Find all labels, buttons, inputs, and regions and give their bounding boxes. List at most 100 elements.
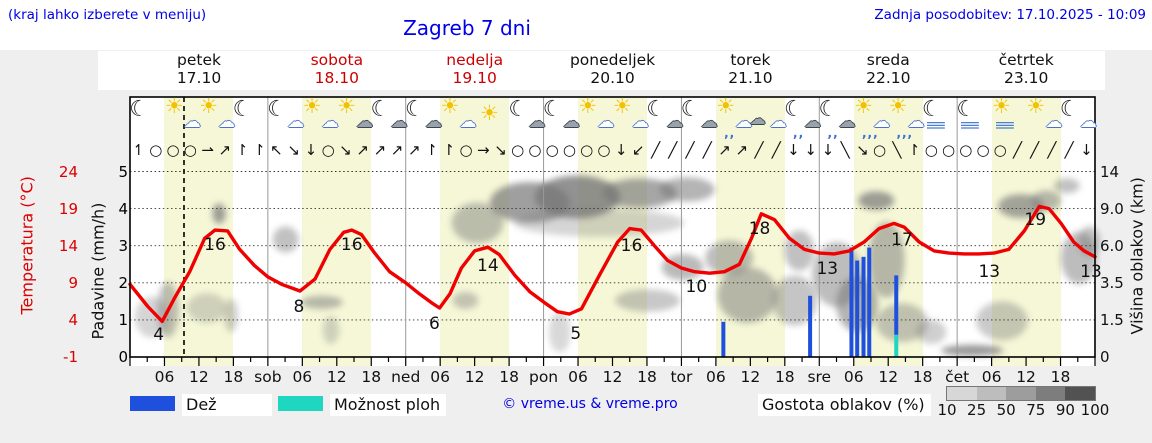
wind-barb: ↓	[787, 141, 800, 159]
temp-value-label: 19	[1024, 210, 1047, 231]
density-tick: 25	[967, 401, 987, 419]
rain-bar	[867, 247, 872, 357]
wind-barb: ╱	[1012, 141, 1022, 159]
xtick-label: 06	[154, 368, 175, 386]
xtick-label: 06	[843, 368, 864, 386]
xtick-label: 12	[878, 368, 899, 386]
wind-barb: ○	[976, 141, 990, 159]
temp-value-label: 6	[429, 313, 440, 334]
wind-barb: ↓	[821, 141, 835, 159]
weather-icon-moon-gcloud: ☾ ☁	[681, 95, 718, 139]
weather-icon-sun-rain: ☀ ☁,,,	[887, 94, 924, 140]
sun-glyph: ☀	[991, 94, 1011, 118]
cloud-glyph: ☁	[666, 112, 684, 132]
wind-barb: ↗	[373, 141, 387, 159]
wind-barb: ○	[580, 141, 594, 159]
weather-icon-moon: ☾	[129, 95, 165, 139]
cloud-axis-tick: 0	[1100, 348, 1110, 366]
wind-barb: ↗	[735, 141, 749, 159]
wind-barb: ↘	[287, 141, 300, 159]
precip-axis-tick: 3	[118, 236, 128, 255]
precip-axis-tick: 1	[118, 310, 128, 329]
cloud-glyph: ☁	[459, 112, 477, 132]
cloud-glyph: ☁	[631, 112, 649, 132]
rain-bar	[861, 256, 866, 357]
day-header-sobota: sobota 18.10	[268, 51, 406, 87]
location-hint: (kraj lahko izberete v meniju)	[8, 7, 207, 23]
wind-barb: ○	[873, 141, 887, 159]
wind-barb: ╱	[1064, 141, 1074, 159]
day-date: 23.10	[1003, 68, 1049, 87]
wind-barb: ╱	[1030, 141, 1040, 159]
wind-barb: ↓	[614, 141, 628, 159]
cloud-glyph: ☁	[424, 112, 442, 132]
precipitation-bars	[721, 247, 899, 357]
weather-icon-moon-drizzle: ☾ ☁,,	[819, 95, 856, 140]
wind-barb: ↓	[804, 141, 817, 159]
cloud-glyph: ☁	[1045, 112, 1063, 132]
xtick-label: 06	[430, 368, 451, 386]
wind-barb: ↾	[425, 141, 438, 159]
weather-icon-sun-fog: ☀ ≡	[991, 95, 1027, 139]
wind-barb: ╲	[840, 141, 850, 159]
xtick-label: 18	[361, 368, 382, 386]
wind-barb: ↗	[390, 141, 404, 159]
wind-barb: ○	[459, 141, 473, 159]
day-date: 20.10	[590, 68, 635, 87]
wind-barb: ╱	[651, 141, 661, 159]
day-name: torek	[730, 51, 771, 69]
temp-value-label: 13	[816, 259, 839, 280]
sun-glyph: ☀	[888, 94, 908, 118]
xtick-label: 12	[602, 368, 623, 386]
cloud-glyph: ☁	[183, 112, 201, 132]
copyright-link[interactable]: © vreme.us & vreme.pro	[502, 396, 678, 412]
cloud-glyph: ☁	[562, 112, 580, 132]
moon-glyph: ☾	[404, 97, 425, 122]
wind-barb: ↾	[907, 141, 921, 159]
wind-barb: ↘	[856, 141, 869, 159]
day-header-petek: petek 17.10	[130, 51, 268, 87]
temp-value-label: 13	[978, 261, 1001, 282]
weather-icon-moon-gcloud: ☾ ☁	[508, 95, 545, 139]
weather-icon-sun-cloud: ☀ ☁	[164, 95, 201, 139]
temp-axis-tick: 19	[58, 199, 78, 218]
wind-barb: ○	[941, 141, 956, 159]
sun-glyph: ☀	[302, 94, 322, 118]
wind-barb: ↓	[1080, 141, 1093, 159]
moon-glyph: ☾	[956, 97, 977, 122]
cloud-glyph: ☁	[218, 112, 236, 132]
sun-glyph: ☀	[578, 94, 598, 118]
density-swatch	[1006, 387, 1036, 400]
precip-axis-tick: 2	[118, 273, 128, 292]
fog-glyph: ≡	[923, 116, 948, 134]
weather-icon-moon-gcloud: ☾ ☁	[370, 95, 407, 139]
wind-barb: ↖	[270, 141, 283, 159]
day-name: petek	[177, 51, 221, 69]
moon-glyph: ☾	[508, 97, 529, 122]
temp-value-label: 8	[293, 296, 305, 317]
cloud-glyph: ☁	[321, 112, 339, 132]
xtick-label: 18	[1050, 368, 1071, 386]
cloud-axis-tick: 1.5	[1100, 310, 1124, 329]
density-tick: 100	[1080, 401, 1110, 419]
sun-glyph: ☀	[337, 94, 356, 118]
day-name: ponedeljek	[569, 51, 656, 69]
weather-icon-sun-cloud: ☀ ☁	[302, 94, 339, 139]
weather-icon-moon-gcloud: ☾ ☁	[404, 95, 442, 139]
sun-glyph: ☀	[479, 101, 499, 125]
moon-glyph: ☾	[1059, 97, 1080, 122]
xtick-label: 06	[706, 368, 726, 386]
density-swatch	[947, 387, 977, 400]
shower-legend-swatch	[278, 396, 323, 411]
precip-axis-title: Padavine (mm/h)	[88, 202, 108, 340]
temp-axis-tick: 4	[68, 310, 78, 329]
wind-barb: ╱	[771, 141, 781, 159]
day-header-četrtek: četrtek 23.10	[957, 51, 1095, 87]
weather-icon-moon-fog: ☾ ≡	[956, 95, 992, 139]
density-tick: 50	[996, 401, 1016, 419]
wind-barb: ╱	[668, 141, 678, 159]
cloud-glyph: ☁	[356, 112, 374, 132]
day-header-sreda: sreda 22.10	[819, 51, 957, 87]
weather-icon-moon-gcloud: ☾ ☁	[543, 95, 580, 139]
temp-axis-tick: 9	[68, 273, 78, 292]
